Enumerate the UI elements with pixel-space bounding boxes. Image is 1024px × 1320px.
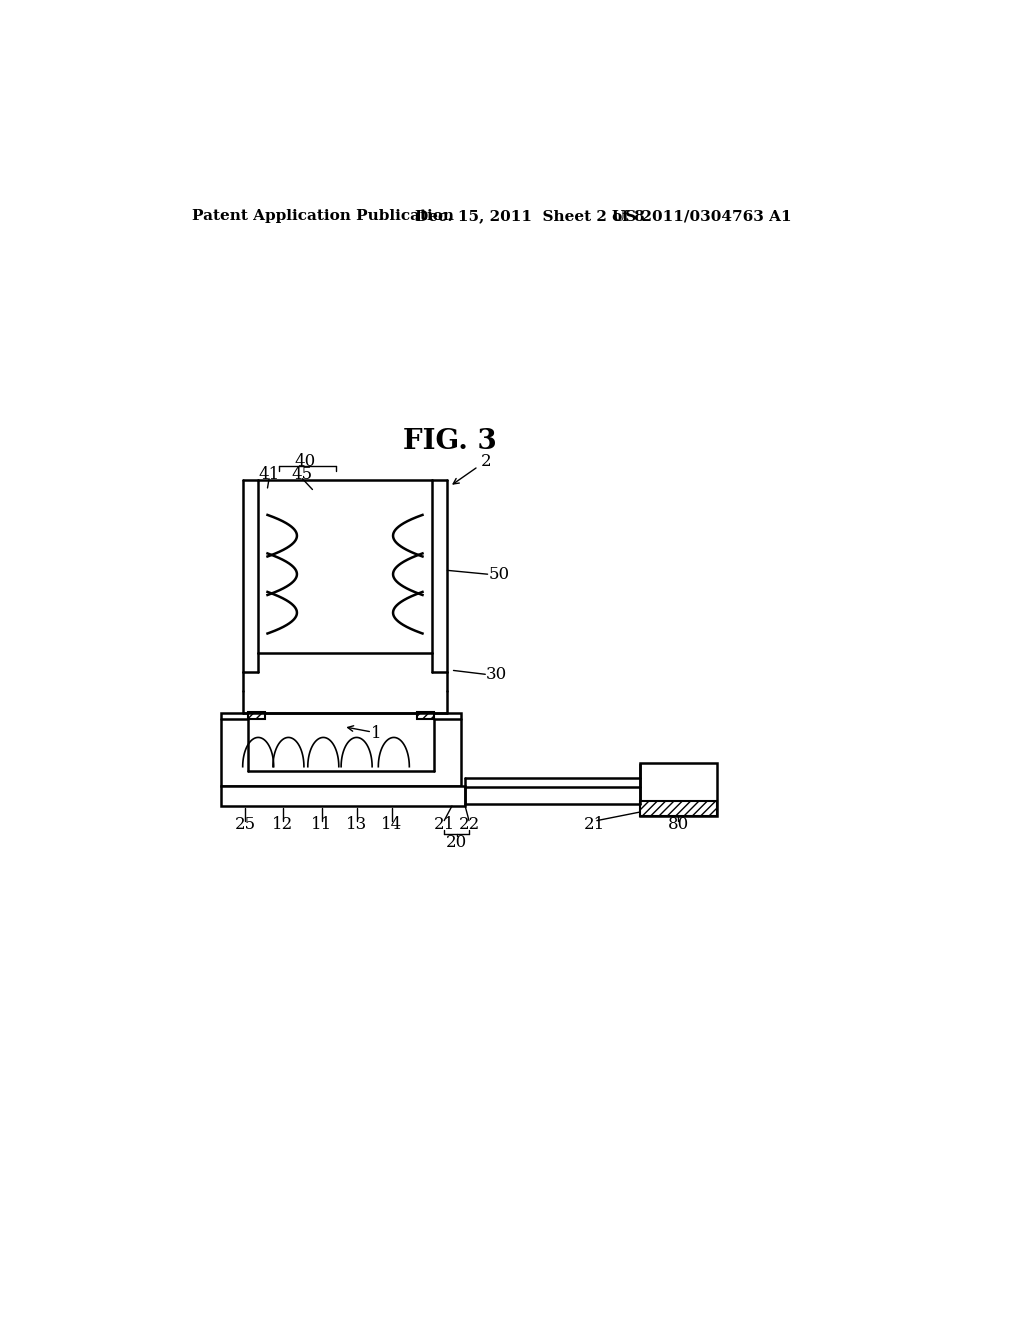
Text: 50: 50: [488, 566, 510, 582]
Bar: [221, 713, 461, 785]
Bar: [221, 785, 465, 807]
Text: FIG. 3: FIG. 3: [402, 428, 497, 455]
Text: US 2011/0304763 A1: US 2011/0304763 A1: [612, 209, 792, 223]
Text: 45: 45: [292, 466, 313, 483]
Bar: [248, 711, 265, 719]
Text: 12: 12: [272, 816, 294, 833]
Text: 30: 30: [486, 665, 507, 682]
Text: 1: 1: [371, 725, 381, 742]
Text: 2: 2: [480, 453, 492, 470]
Bar: [640, 763, 717, 816]
Text: 11: 11: [311, 816, 333, 833]
Text: Patent Application Publication: Patent Application Publication: [191, 209, 454, 223]
Text: 40: 40: [294, 453, 315, 470]
Text: 20: 20: [446, 834, 467, 851]
Text: Dec. 15, 2011  Sheet 2 of 8: Dec. 15, 2011 Sheet 2 of 8: [415, 209, 644, 223]
Text: 80: 80: [668, 816, 689, 833]
Text: 21: 21: [433, 816, 455, 833]
Text: 25: 25: [234, 816, 256, 833]
Text: 13: 13: [346, 816, 368, 833]
Bar: [640, 800, 717, 816]
Text: 14: 14: [381, 816, 402, 833]
Text: 21: 21: [584, 816, 605, 833]
Bar: [417, 711, 434, 719]
Text: 22: 22: [459, 816, 479, 833]
Text: 41: 41: [258, 466, 280, 483]
